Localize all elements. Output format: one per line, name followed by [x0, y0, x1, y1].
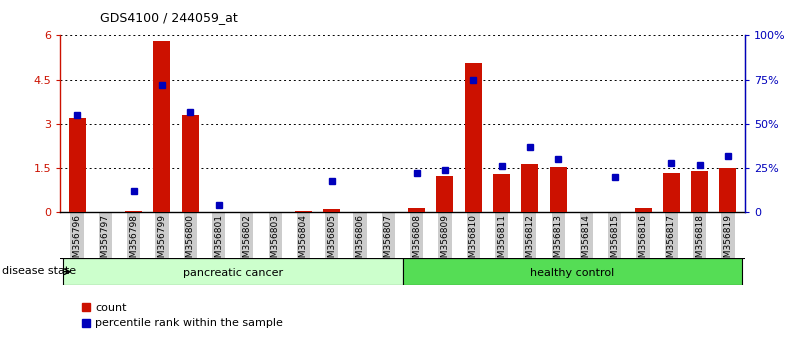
Bar	[691, 171, 708, 212]
Bar	[69, 118, 86, 212]
Bar	[437, 176, 453, 212]
Text: disease state: disease state	[2, 266, 76, 276]
Text: GDS4100 / 244059_at: GDS4100 / 244059_at	[100, 11, 238, 24]
Bar	[63, 258, 402, 285]
Bar	[324, 210, 340, 212]
Bar	[521, 164, 538, 212]
Bar	[493, 174, 510, 212]
Bar	[465, 63, 481, 212]
Text: healthy control: healthy control	[530, 268, 614, 278]
Bar	[402, 258, 742, 285]
Bar	[154, 41, 171, 212]
Bar	[295, 211, 312, 212]
Text: pancreatic cancer: pancreatic cancer	[183, 268, 283, 278]
Bar	[549, 167, 566, 212]
Bar	[634, 208, 651, 212]
Bar	[125, 211, 142, 212]
Bar	[719, 168, 736, 212]
Bar	[663, 172, 680, 212]
Bar	[182, 115, 199, 212]
Legend: count, percentile rank within the sample: count, percentile rank within the sample	[82, 303, 283, 329]
Bar	[409, 208, 425, 212]
